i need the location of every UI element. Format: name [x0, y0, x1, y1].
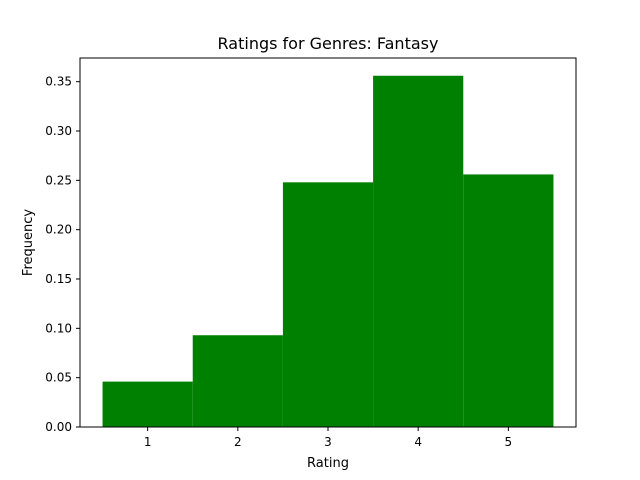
y-tick-label: 0.30 — [45, 124, 72, 138]
y-tick-label: 0.05 — [45, 371, 72, 385]
x-tick-label: 4 — [414, 435, 422, 449]
x-axis-label: Rating — [307, 456, 349, 471]
y-tick-label: 0.00 — [45, 420, 72, 434]
x-tick-label: 1 — [144, 435, 152, 449]
y-tick-label: 0.25 — [45, 173, 72, 187]
bar-rating-4 — [373, 75, 464, 427]
y-tick-label: 0.15 — [45, 272, 72, 286]
bars-group — [102, 75, 554, 427]
bar-rating-2 — [192, 335, 283, 427]
y-tick-label: 0.20 — [45, 223, 72, 237]
y-axis-ticks: 0.00 0.05 0.10 0.15 0.20 0.25 0.30 0.35 — [45, 75, 80, 434]
bar-rating-3 — [282, 182, 374, 427]
y-axis-label: Frequency — [21, 209, 36, 276]
bar-rating-1 — [102, 381, 193, 427]
x-tick-label: 5 — [505, 435, 513, 449]
y-tick-label: 0.35 — [45, 75, 72, 89]
x-tick-label: 2 — [234, 435, 242, 449]
x-axis-ticks: 1 2 3 4 5 — [144, 427, 512, 449]
bar-rating-5 — [463, 174, 554, 427]
y-tick-label: 0.10 — [45, 321, 72, 335]
x-tick-label: 3 — [324, 435, 332, 449]
chart-title: Ratings for Genres: Fantasy — [218, 34, 439, 53]
